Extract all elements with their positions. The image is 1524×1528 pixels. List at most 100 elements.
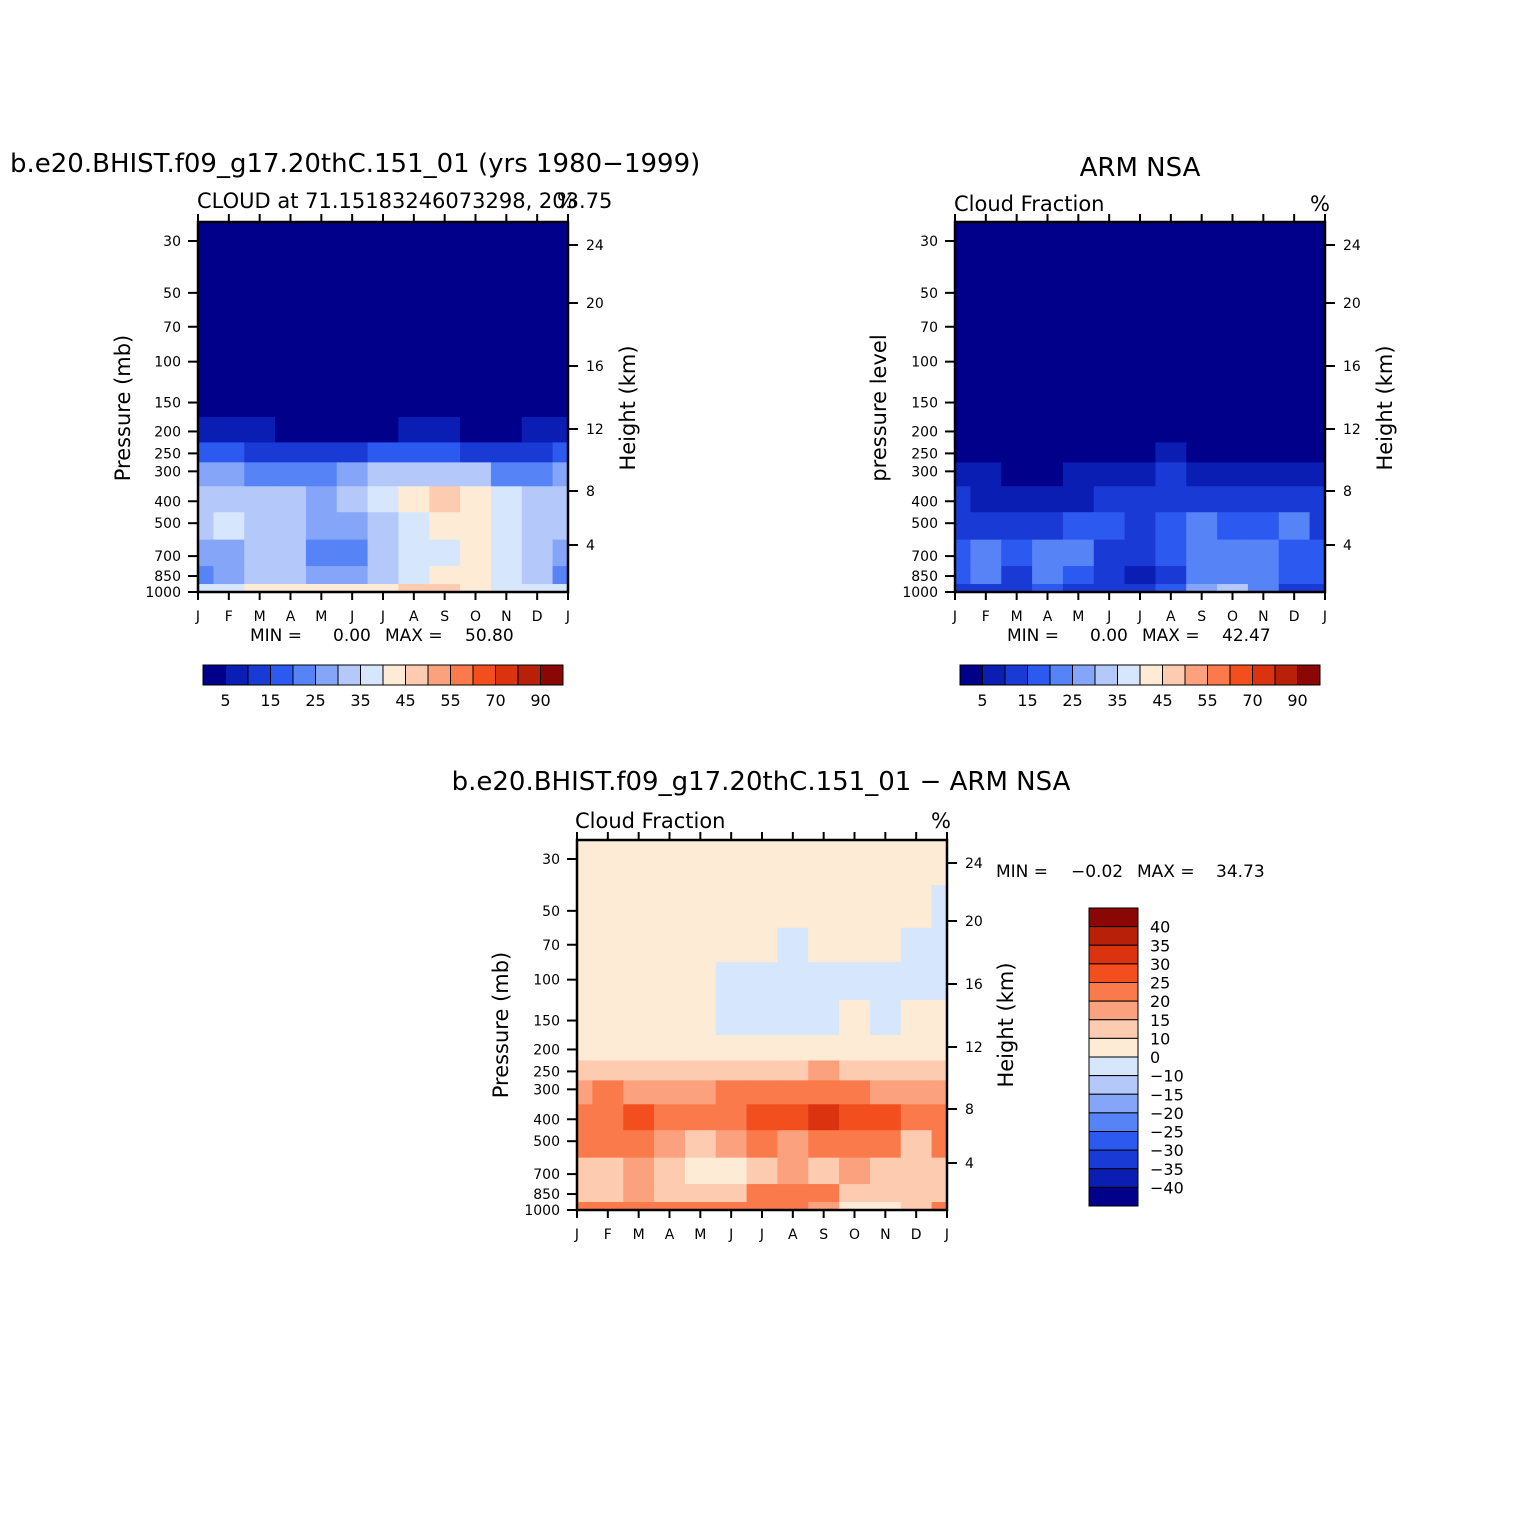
- x-tick-label: J: [952, 609, 957, 625]
- heat-cell: [684, 1184, 717, 1203]
- heat-cell: [623, 1157, 655, 1185]
- heat-cell: [305, 584, 338, 593]
- colorbar-swatch: [1207, 664, 1231, 686]
- colorbar-label: 35: [350, 691, 370, 710]
- heat-cell: [592, 1000, 624, 1036]
- heat-cell: [490, 584, 523, 593]
- heat-cell: [1032, 222, 1064, 268]
- heat-cell: [746, 962, 779, 1001]
- heat-cell: [552, 442, 569, 463]
- heat-cell: [1093, 416, 1126, 444]
- heat-cell: [490, 416, 523, 444]
- heat-cell: [398, 382, 430, 418]
- heat-cell: [1278, 462, 1311, 487]
- heat-cell: [429, 486, 461, 513]
- heat-cell: [1155, 539, 1187, 567]
- y-right-tick-label: 12: [586, 422, 604, 438]
- heat-cell: [336, 539, 369, 567]
- heat-cell: [1217, 486, 1249, 513]
- x-tick-label: M: [633, 1227, 645, 1243]
- heat-cell: [1032, 416, 1064, 444]
- heat-cell: [955, 344, 972, 383]
- heat-cell: [577, 1034, 594, 1062]
- heat-cell: [900, 1202, 933, 1211]
- heat-cell: [490, 462, 523, 487]
- heat-cell: [1247, 344, 1280, 383]
- heat-cell: [654, 1080, 686, 1105]
- heat-cell: [429, 442, 461, 463]
- heat-cell: [623, 1202, 655, 1211]
- heat-cell: [398, 344, 430, 383]
- heat-cell: [808, 1034, 840, 1062]
- colorbar-swatch: [292, 664, 316, 686]
- heat-cell: [198, 416, 215, 444]
- heat-cell: [460, 309, 492, 345]
- heat-cell: [1124, 566, 1157, 585]
- heat-cell: [275, 382, 307, 418]
- colorbar-swatch: [225, 664, 249, 686]
- heat-cell: [244, 309, 276, 345]
- heat-cell: [746, 1034, 779, 1062]
- y-right-tick-label: 20: [1343, 296, 1361, 312]
- y-tick-label: 200: [533, 1042, 560, 1058]
- heat-cell: [398, 539, 430, 567]
- heat-cell: [1093, 442, 1126, 463]
- heat-cell: [490, 266, 523, 311]
- x-tick-label: N: [501, 609, 511, 625]
- heat-cell: [955, 512, 972, 541]
- heat-cell: [1062, 442, 1095, 463]
- heat-cell: [808, 884, 840, 929]
- heat-cell: [1124, 382, 1157, 418]
- heat-cell: [1093, 512, 1126, 541]
- heat-cell: [1124, 442, 1157, 463]
- heat-cell: [460, 382, 492, 418]
- colorbar-label: 5: [977, 691, 987, 710]
- heat-cell: [305, 309, 338, 345]
- colorbar-swatch: [517, 664, 541, 686]
- heat-cell: [1217, 309, 1249, 345]
- heat-cell: [955, 566, 972, 585]
- heat-cell: [1062, 416, 1095, 444]
- y-tick-label: 70: [163, 320, 181, 336]
- y-right-tick-label: 16: [965, 977, 983, 993]
- x-tick-label: M: [1011, 609, 1023, 625]
- colorbar-swatch: [1004, 664, 1028, 686]
- heat-cell: [869, 1034, 902, 1062]
- heat-cell: [777, 840, 809, 886]
- heat-cell: [746, 1060, 779, 1081]
- heat-cell: [1001, 566, 1033, 585]
- heat-cell: [592, 1184, 624, 1203]
- panel-diff-max-value: 34.73: [1216, 862, 1265, 882]
- heat-cell: [521, 266, 554, 311]
- heat-cell: [367, 344, 400, 383]
- heat-cell: [684, 927, 717, 963]
- heat-cell: [1186, 266, 1218, 311]
- heat-cell: [869, 1184, 902, 1203]
- colorbar-swatch: [315, 664, 339, 686]
- heat-cell: [521, 344, 554, 383]
- heat-cell: [1309, 584, 1326, 593]
- x-tick-label: A: [665, 1227, 675, 1243]
- heat-cell: [367, 462, 400, 487]
- heat-cell: [808, 1202, 840, 1211]
- heat-cell: [1001, 462, 1033, 487]
- heat-cell: [715, 1034, 748, 1062]
- heat-cell: [1217, 539, 1249, 567]
- y-right-tick-label: 4: [1343, 538, 1352, 554]
- heat-cell: [552, 344, 569, 383]
- heat-cell: [777, 1184, 809, 1203]
- heat-cell: [715, 1202, 748, 1211]
- heat-cell: [1001, 584, 1033, 593]
- x-tick-label: J: [1322, 609, 1327, 625]
- heat-cell: [900, 1000, 933, 1036]
- heat-cell: [839, 840, 871, 886]
- heat-cell: [1155, 222, 1187, 268]
- heat-cell: [684, 1034, 717, 1062]
- heat-cell: [955, 416, 972, 444]
- x-tick-label: S: [819, 1227, 828, 1243]
- heat-cell: [808, 1080, 840, 1105]
- heat-cell: [654, 884, 686, 929]
- heat-cell: [715, 927, 748, 963]
- heat-cell: [305, 344, 338, 383]
- x-tick-label: O: [470, 609, 481, 625]
